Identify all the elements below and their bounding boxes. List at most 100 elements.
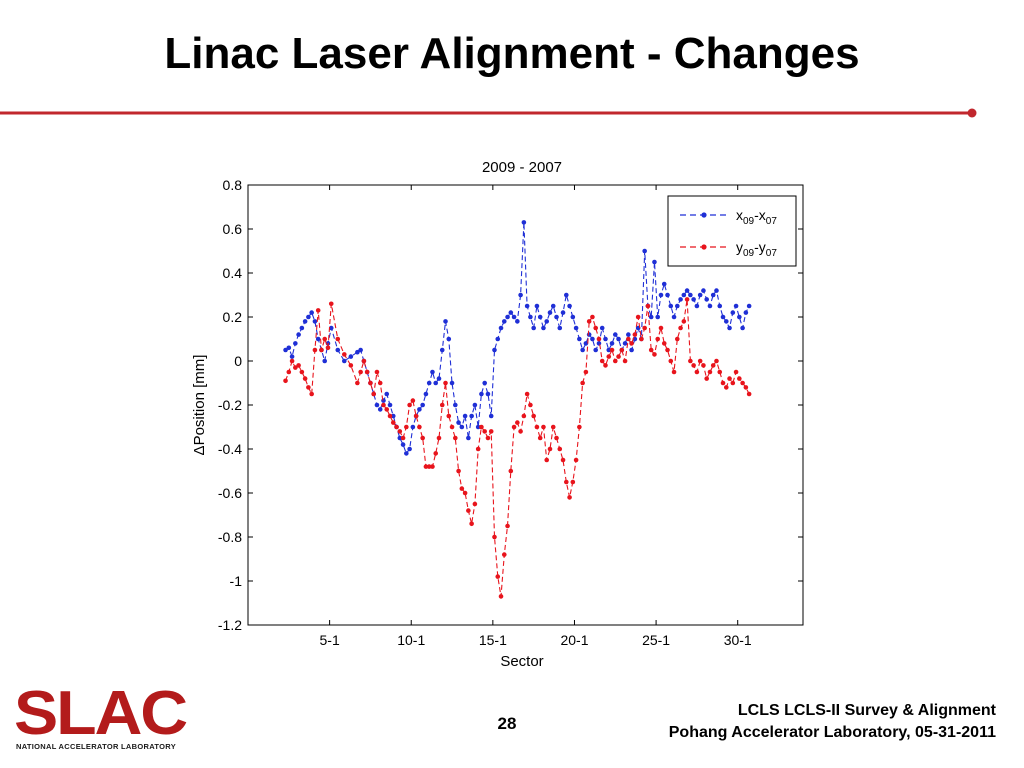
data-point-y	[632, 332, 638, 337]
y-tick-label: -1	[230, 573, 243, 589]
data-point-y	[684, 297, 690, 302]
data-point-x	[740, 325, 745, 331]
data-point-x	[387, 402, 393, 408]
chart-title: 2009 - 2007	[482, 159, 562, 176]
data-point-x	[723, 319, 729, 324]
y-tick-label: 0	[234, 353, 242, 369]
data-point-y	[573, 457, 579, 463]
data-point-x	[567, 303, 572, 309]
data-point-y	[580, 380, 585, 386]
data-point-y	[537, 435, 543, 441]
data-point-x	[296, 332, 301, 337]
data-point-x	[377, 407, 383, 412]
data-point-y	[596, 336, 602, 342]
legend-marker-x	[701, 212, 707, 218]
data-point-y	[603, 363, 608, 368]
data-point-y	[531, 413, 536, 419]
data-point-x	[312, 319, 318, 324]
data-point-y	[723, 385, 729, 390]
data-point-y	[554, 435, 559, 441]
data-point-x	[603, 336, 608, 342]
data-point-y	[665, 347, 670, 353]
data-point-x	[299, 325, 305, 331]
data-point-y	[286, 369, 292, 375]
data-point-y	[299, 369, 305, 375]
data-point-x	[511, 314, 517, 320]
data-point-x	[606, 347, 612, 353]
data-point-x	[590, 336, 595, 342]
data-point-y	[446, 413, 452, 419]
data-point-x	[547, 310, 553, 315]
footer-line-2: Pohang Accelerator Laboratory, 05-31-201…	[668, 724, 996, 741]
data-point-x	[443, 319, 448, 324]
data-point-x	[426, 380, 432, 386]
data-point-x	[544, 319, 550, 324]
data-point-y	[642, 325, 647, 331]
data-point-x	[407, 446, 412, 452]
data-point-y	[423, 464, 429, 469]
data-point-y	[681, 319, 687, 324]
data-point-y	[407, 402, 412, 408]
data-point-y	[361, 358, 367, 364]
data-point-x	[492, 347, 497, 353]
data-point-x	[293, 341, 298, 346]
footer-line-1: LCLS LCLS-II Survey & Alignment	[737, 702, 996, 719]
data-point-x	[694, 303, 700, 309]
data-point-x	[283, 347, 288, 353]
data-point-y	[704, 376, 709, 381]
data-point-x	[498, 325, 504, 331]
data-point-x	[720, 314, 726, 320]
data-point-x	[302, 319, 308, 324]
data-point-y	[342, 352, 347, 357]
data-point-y	[453, 435, 458, 441]
data-point-y	[439, 402, 445, 408]
data-point-y	[710, 363, 716, 368]
data-point-y	[420, 435, 425, 441]
data-point-y	[583, 369, 589, 375]
data-point-x	[717, 303, 723, 309]
data-point-x	[449, 380, 455, 386]
data-point-y	[485, 435, 491, 441]
data-point-x	[534, 303, 540, 309]
title-divider-dot	[967, 108, 977, 118]
data-point-x	[577, 336, 582, 342]
data-point-x	[322, 358, 328, 364]
data-point-y	[518, 429, 523, 434]
data-point-y	[368, 380, 373, 386]
data-point-x	[475, 424, 481, 430]
data-point-x	[652, 259, 657, 265]
data-point-x	[701, 288, 706, 293]
legend-marker-y	[701, 244, 707, 250]
data-point-x	[573, 325, 579, 331]
data-point-y	[720, 380, 726, 386]
data-point-x	[661, 281, 667, 287]
data-point-y	[652, 352, 657, 357]
data-point-y	[560, 457, 566, 463]
data-point-y	[619, 347, 625, 353]
data-point-y	[348, 363, 354, 368]
data-point-x	[315, 336, 321, 342]
data-point-x	[348, 354, 354, 359]
data-point-x	[642, 248, 647, 254]
data-point-y	[325, 345, 331, 351]
data-point-x	[550, 303, 556, 309]
data-point-x	[570, 314, 576, 320]
data-point-y	[606, 354, 612, 359]
data-point-y	[678, 325, 683, 331]
data-point-x	[482, 380, 487, 386]
data-point-y	[567, 495, 572, 500]
title-divider	[0, 108, 977, 118]
y-tick-label: -0.4	[218, 441, 242, 457]
data-point-y	[306, 385, 311, 390]
data-point-x	[599, 325, 605, 331]
data-point-x	[466, 435, 471, 441]
data-point-x	[681, 292, 687, 298]
data-point-y	[417, 424, 422, 430]
x-tick-label: 15-1	[479, 632, 507, 648]
x-axis: 5-1 10-1 15-1 20-1 25-1 30-1	[320, 185, 752, 648]
data-point-y	[645, 303, 651, 309]
data-point-x	[495, 336, 501, 342]
data-point-y	[387, 413, 393, 419]
legend: x09-x07 y09-y07	[667, 195, 797, 267]
data-point-x	[400, 442, 406, 447]
